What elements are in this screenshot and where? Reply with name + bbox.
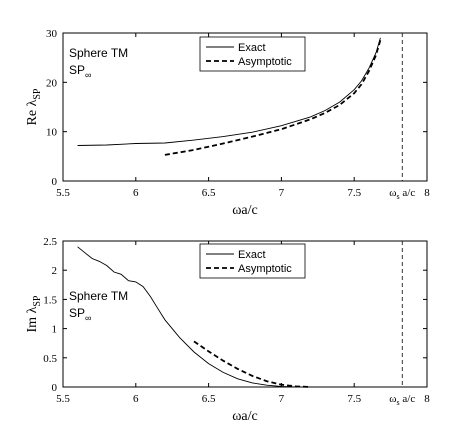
y-tick-label: 10 [46,127,58,139]
legend-label-exact: Exact [238,42,266,54]
legend-box [199,36,306,72]
y-tick-label: 0 [52,176,58,188]
legend-box [199,243,306,279]
y-tick-label: 2.5 [43,236,57,248]
marker-label-main: ω [389,393,396,405]
x-tick-label: 6.5 [202,187,216,199]
marker-label-main: ω [389,187,396,199]
series-line-exact [77,37,381,146]
series-line-exact [77,246,398,388]
plot-frame [62,240,428,388]
legend-label-asymptotic: Asymptotic [238,56,292,68]
y-tick-label: 20 [46,77,58,89]
x-tick-label: 6 [133,187,139,199]
x-tick-label: 6 [133,393,139,405]
legend: Exact Asymptotic [199,243,306,279]
legend-label-asymptotic: Asymptotic [238,263,292,275]
marker-label-sub: s [397,192,400,201]
x-axis-label: ωa/c [232,409,258,424]
annotation-sp-sub: ∞ [85,70,91,80]
y-axis-label-subscript: SP [32,295,43,307]
y-tick-label: 0 [52,382,58,394]
x-tick-label: 5.5 [56,393,70,405]
series-line-asymptotic [193,340,311,388]
marker-label-rest: a/c [400,187,416,199]
legend-label-exact: Exact [238,249,266,261]
x-tick-label: 7 [279,393,285,405]
y-tick-label: 0.5 [43,353,57,365]
x-tick-label: 7.5 [347,393,361,405]
x-tick-label: 6.5 [202,393,216,405]
annotation-sphere-tm: Sphere TM [69,289,128,303]
y-axis-label-main: Im λ [25,306,40,332]
x-tick-label: 5.5 [56,187,70,199]
annotation-sp-sub: ∞ [85,313,91,323]
marker-label-sub: s [397,398,400,407]
annotation-sp-main: SP [69,306,85,320]
x-axis-label: ωa/c [232,203,258,218]
annotation-sp-main: SP [69,63,85,77]
y-tick-label: 1 [52,324,58,336]
omega-s-marker-label: ωs a/c [389,187,415,201]
x-tick-label: 8 [424,187,430,199]
plot-frame [62,32,428,182]
y-axis-label-subscript: SP [32,88,43,100]
y-axis-label-main: Re λ [25,99,40,125]
y-axis-label: Im λSP [25,295,43,332]
annotation-sp-infinity: SP∞ [69,306,91,323]
y-axis-label: Re λSP [25,88,43,125]
y-tick-label: 2 [52,265,58,277]
y-tick-label: 30 [46,28,58,40]
x-tick-label: 8 [424,393,430,405]
marker-label-rest: a/c [400,393,416,405]
annotation-sphere-tm: Sphere TM [69,46,128,60]
omega-s-marker-label: ωs a/c [389,393,415,407]
annotation-sp-infinity: SP∞ [69,63,91,80]
y-tick-label: 1.5 [43,294,57,306]
x-tick-label: 7.5 [347,187,361,199]
series-line-asymptotic [164,39,382,156]
legend: Exact Asymptotic [199,36,306,72]
x-tick-label: 7 [279,187,285,199]
